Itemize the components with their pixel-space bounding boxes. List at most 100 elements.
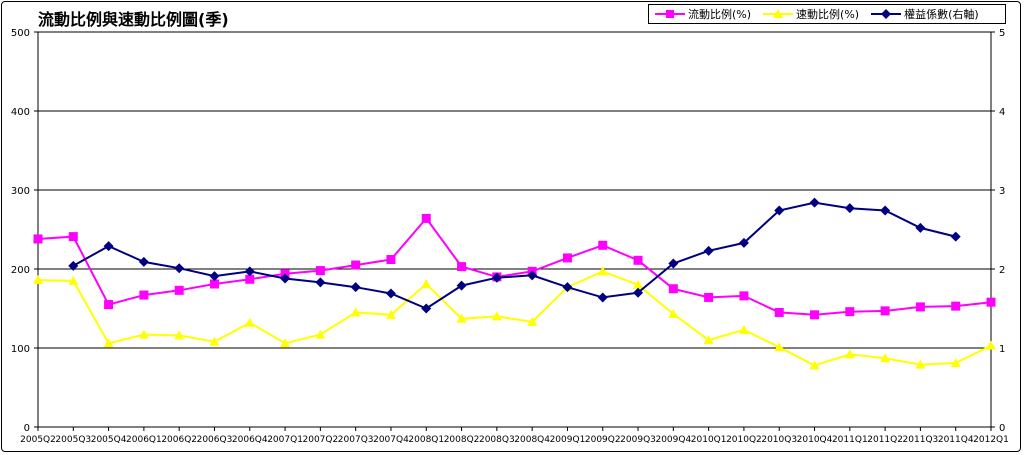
legend-label-current-ratio: 流動比例(%) bbox=[688, 8, 752, 21]
data-point-quick-ratio bbox=[527, 316, 538, 326]
data-point-quick-ratio bbox=[33, 275, 43, 285]
data-point-quick-ratio bbox=[668, 309, 679, 319]
x-axis-tick-label: 2005Q3 bbox=[55, 435, 91, 445]
data-point-quick-ratio bbox=[244, 317, 255, 327]
data-point-current-ratio bbox=[704, 292, 714, 302]
chart-title: 流動比例與速動比例圖(季) bbox=[38, 10, 229, 29]
data-point-equity-multiplier bbox=[68, 260, 79, 271]
data-point-equity-multiplier bbox=[915, 222, 926, 233]
data-point-equity-multiplier bbox=[597, 292, 608, 303]
data-point-current-ratio bbox=[845, 307, 855, 317]
data-point-current-ratio bbox=[880, 306, 890, 316]
x-axis-tick-label: 2011Q1 bbox=[832, 435, 868, 445]
data-point-equity-multiplier bbox=[562, 282, 573, 293]
data-point-equity-multiplier bbox=[809, 197, 820, 208]
data-point-quick-ratio bbox=[385, 309, 396, 319]
data-point-quick-ratio bbox=[597, 266, 608, 276]
data-point-equity-multiplier bbox=[138, 256, 149, 267]
data-point-quick-ratio bbox=[280, 338, 291, 348]
x-axis-tick-label: 2005Q2 bbox=[20, 435, 56, 445]
legend-item-quick-ratio: 速動比例(%) bbox=[763, 6, 859, 22]
legend-swatch-quick-ratio bbox=[763, 9, 794, 18]
data-point-current-ratio bbox=[986, 297, 996, 307]
data-point-equity-multiplier bbox=[456, 280, 467, 291]
data-point-quick-ratio bbox=[456, 313, 467, 323]
data-point-equity-multiplier bbox=[633, 287, 644, 298]
data-point-current-ratio bbox=[139, 290, 149, 300]
x-axis-tick-label: 2009Q3 bbox=[620, 435, 656, 445]
x-axis-tick-label: 2012Q1 bbox=[973, 435, 1009, 445]
data-point-current-ratio bbox=[33, 234, 43, 244]
x-axis-tick-label: 2010Q4 bbox=[797, 435, 833, 445]
data-point-current-ratio bbox=[810, 310, 820, 320]
data-point-quick-ratio bbox=[633, 279, 644, 289]
data-point-equity-multiplier bbox=[350, 282, 361, 293]
right-axis-tick-label: 1 bbox=[999, 344, 1005, 355]
data-point-quick-ratio bbox=[421, 279, 432, 289]
legend-swatch-equity-multiplier bbox=[871, 9, 902, 19]
data-point-quick-ratio bbox=[315, 329, 326, 339]
data-point-quick-ratio bbox=[703, 335, 714, 345]
data-point-equity-multiplier bbox=[244, 266, 255, 277]
data-point-equity-multiplier bbox=[491, 272, 502, 283]
x-axis-tick-label: 2007Q3 bbox=[338, 435, 374, 445]
x-axis-tick-label: 2011Q2 bbox=[867, 435, 903, 445]
data-point-quick-ratio bbox=[491, 311, 502, 321]
data-point-equity-multiplier bbox=[950, 231, 961, 242]
data-point-quick-ratio bbox=[174, 330, 185, 340]
data-point-equity-multiplier bbox=[880, 205, 891, 216]
series-line-equity-multiplier bbox=[72, 201, 956, 310]
legend-label-quick-ratio: 速動比例(%) bbox=[796, 8, 860, 21]
data-point-current-ratio bbox=[598, 240, 608, 250]
data-point-current-ratio bbox=[351, 260, 361, 270]
x-axis-tick-label: 2005Q4 bbox=[91, 435, 127, 445]
data-point-current-ratio bbox=[68, 232, 78, 242]
data-point-current-ratio bbox=[668, 284, 678, 294]
data-point-current-ratio bbox=[915, 302, 925, 312]
x-axis-tick-label: 2009Q2 bbox=[585, 435, 621, 445]
left-axis-tick-label: 200 bbox=[11, 265, 30, 276]
x-axis-tick-label: 2007Q1 bbox=[267, 435, 303, 445]
data-point-equity-multiplier bbox=[280, 273, 291, 284]
series-line-current-ratio bbox=[37, 216, 992, 316]
data-point-quick-ratio bbox=[738, 324, 749, 334]
left-axis-tick-label: 100 bbox=[11, 344, 30, 355]
data-point-current-ratio bbox=[209, 279, 219, 289]
left-axis-tick-label: 400 bbox=[11, 107, 30, 118]
data-point-quick-ratio bbox=[986, 340, 996, 350]
data-point-quick-ratio bbox=[209, 336, 220, 346]
data-point-equity-multiplier bbox=[844, 203, 855, 214]
data-point-equity-multiplier bbox=[738, 237, 749, 248]
left-axis-tick-label: 500 bbox=[11, 28, 30, 39]
data-point-current-ratio bbox=[457, 262, 467, 272]
x-axis-tick-label: 2011Q3 bbox=[903, 435, 939, 445]
data-point-current-ratio bbox=[421, 213, 431, 223]
data-point-quick-ratio bbox=[950, 358, 961, 368]
x-axis-tick-label: 2009Q4 bbox=[655, 435, 691, 445]
data-point-equity-multiplier bbox=[315, 277, 326, 288]
data-point-quick-ratio bbox=[68, 275, 79, 285]
x-axis-tick-label: 2006Q3 bbox=[197, 435, 233, 445]
x-axis-tick-label: 2006Q4 bbox=[232, 435, 268, 445]
data-point-equity-multiplier bbox=[174, 263, 185, 274]
x-axis-tick-label: 2010Q1 bbox=[691, 435, 727, 445]
plot-area bbox=[37, 31, 992, 428]
legend-item-current-ratio: 流動比例(%) bbox=[655, 6, 751, 22]
data-point-quick-ratio bbox=[844, 349, 855, 359]
data-point-current-ratio bbox=[174, 285, 184, 295]
data-point-equity-multiplier bbox=[209, 271, 220, 282]
data-point-quick-ratio bbox=[774, 342, 785, 352]
data-point-quick-ratio bbox=[350, 307, 361, 317]
data-point-equity-multiplier bbox=[103, 241, 114, 252]
data-point-quick-ratio bbox=[809, 360, 820, 370]
x-axis-tick-label: 2010Q2 bbox=[726, 435, 762, 445]
data-point-current-ratio bbox=[245, 274, 255, 284]
right-axis-tick-label: 3 bbox=[999, 186, 1005, 197]
series-line-quick-ratio bbox=[37, 270, 992, 367]
data-point-quick-ratio bbox=[880, 353, 891, 363]
data-point-current-ratio bbox=[951, 301, 961, 311]
data-point-current-ratio bbox=[774, 307, 784, 317]
data-point-current-ratio bbox=[386, 255, 396, 265]
x-axis-tick-label: 2008Q2 bbox=[444, 435, 480, 445]
